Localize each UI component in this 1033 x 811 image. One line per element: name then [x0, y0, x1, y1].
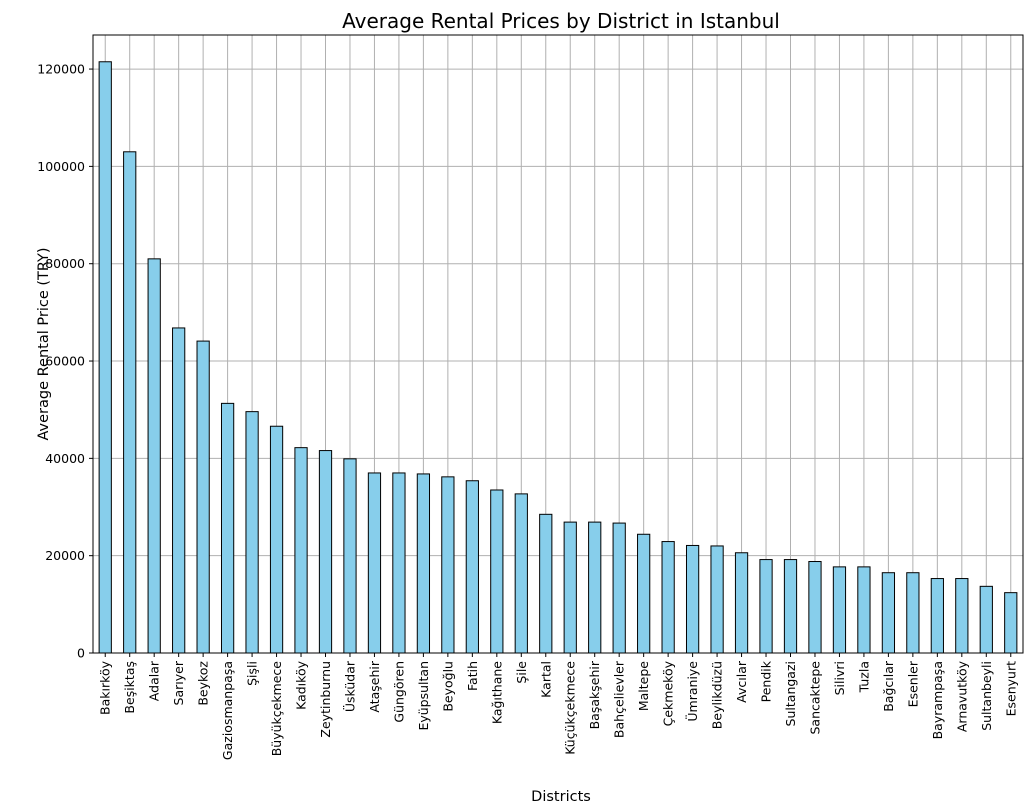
- x-tick-label: Avcılar: [734, 660, 749, 703]
- x-tick-label: Bağcılar: [881, 660, 896, 712]
- y-axis-label: Average Rental Price (TRY): [36, 247, 52, 440]
- bar: [955, 578, 969, 654]
- x-tick-label: Esenyurt: [1003, 661, 1018, 716]
- bar: [514, 493, 528, 654]
- bar: [881, 572, 896, 654]
- bar: [441, 476, 455, 654]
- bar: [367, 472, 382, 654]
- x-tick-label: Ümraniye: [684, 661, 700, 722]
- y-tick-label: 120000: [37, 62, 85, 77]
- x-tick-label: Eyüpsultan: [416, 661, 431, 731]
- y-tick-label: 80000: [45, 256, 85, 271]
- y-tick-label: 0: [77, 646, 85, 661]
- bar: [196, 340, 210, 654]
- bar: [1004, 592, 1018, 654]
- bar: [906, 572, 920, 654]
- x-tick-label: Çekmeköy: [661, 660, 676, 726]
- bar: [808, 561, 822, 654]
- bar: [465, 480, 479, 654]
- plot-frame: [92, 34, 1024, 654]
- x-tick-label: Ataşehir: [367, 660, 382, 712]
- x-tick-label: Küçükçekmece: [563, 661, 578, 755]
- bar: [759, 559, 773, 654]
- bar: [269, 425, 284, 654]
- bar: [98, 61, 112, 654]
- x-tick-label: Bakırköy: [98, 660, 113, 715]
- bar: [490, 489, 504, 654]
- bar: [857, 566, 871, 654]
- bar: [343, 458, 357, 654]
- x-tick-label: Adalar: [147, 660, 162, 701]
- x-tick-label: Zeytinburnu: [318, 661, 333, 738]
- x-tick-label: Tuzla: [856, 661, 871, 693]
- bar: [832, 566, 847, 654]
- x-axis-label: Districts: [531, 789, 591, 805]
- x-tick-label: Sancaktepe: [807, 661, 822, 735]
- x-tick-label: Beykoz: [196, 661, 211, 706]
- y-tick-label: 40000: [45, 451, 85, 466]
- y-axis: 0 20000 40000 60000 80000 100000 120000: [37, 62, 93, 661]
- x-tick-label: Kadıköy: [294, 660, 309, 709]
- bar: [416, 473, 431, 654]
- bar: [637, 533, 651, 654]
- bar: [123, 151, 137, 654]
- bar: [245, 411, 259, 654]
- x-tick-label: Büyükçekmece: [269, 661, 284, 757]
- x-tick-label: Güngören: [391, 661, 406, 723]
- x-tick-label: Beşiktaş: [122, 661, 137, 714]
- x-tick-label: Bayrampaşa: [930, 661, 945, 739]
- bar: [979, 585, 993, 654]
- y-tick-label: 100000: [37, 159, 85, 174]
- bar: [539, 513, 553, 654]
- bar: [294, 447, 308, 654]
- y-tick-label: 60000: [45, 354, 85, 369]
- bar: [563, 521, 577, 654]
- bar: [783, 559, 798, 654]
- x-tick-label: Şişli: [245, 661, 260, 686]
- bar: [710, 545, 724, 654]
- x-tick-label: Başakşehir: [587, 660, 602, 729]
- bar: [318, 450, 333, 654]
- x-tick-label: Kağıthane: [489, 661, 504, 724]
- x-tick-label: Beyoğlu: [440, 661, 455, 712]
- bar: [392, 472, 406, 654]
- x-tick-label: Beylikdüzü: [710, 661, 725, 729]
- bar: [147, 258, 161, 654]
- x-tick-label: Esenler: [905, 660, 920, 707]
- x-tick-label: Gaziosmanpaşa: [220, 661, 235, 760]
- chart-title: Average Rental Prices by District in Ist…: [342, 9, 780, 33]
- bar: [220, 402, 235, 654]
- x-tick-label: Arnavutköy: [954, 660, 969, 732]
- bar: [172, 327, 186, 654]
- x-tick-label: Sarıyer: [171, 660, 186, 705]
- x-tick-label: Sultanbeyli: [979, 661, 994, 731]
- bar: [588, 521, 602, 654]
- bars: [98, 61, 1018, 654]
- x-tick-label: Kartal: [538, 661, 553, 698]
- y-tick-label: 20000: [45, 548, 85, 563]
- x-tick-label: Şile: [514, 661, 529, 684]
- x-tick-label: Üsküdar: [341, 660, 357, 712]
- x-axis: Bakırköy Beşiktaş Adalar Sarıyer Beykoz Gazio…: [98, 653, 1018, 760]
- x-tick-label: Sultangazi: [783, 661, 798, 726]
- x-tick-label: Maltepe: [636, 661, 651, 711]
- x-tick-label: Silivri: [832, 661, 847, 695]
- bar: [734, 552, 749, 654]
- bar: [930, 578, 944, 654]
- bar: [661, 541, 675, 654]
- x-tick-label: Bahçelievler: [612, 660, 627, 738]
- x-tick-label: Fatih: [465, 661, 480, 691]
- bar: [612, 522, 626, 654]
- x-tick-label: Pendik: [759, 660, 774, 702]
- bar: [685, 544, 700, 654]
